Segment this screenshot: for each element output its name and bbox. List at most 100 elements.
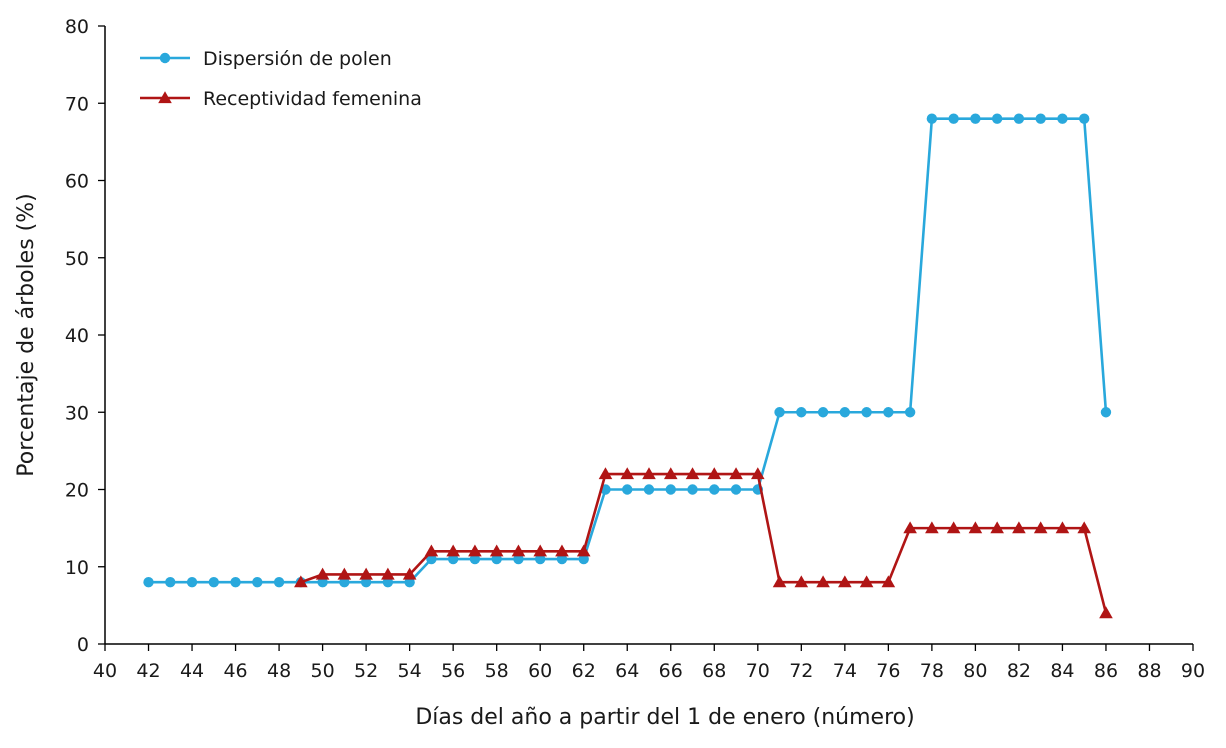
data-point <box>991 113 1003 124</box>
y-tick-label: 50 <box>65 248 89 270</box>
data-point <box>511 544 526 557</box>
data-point <box>556 553 568 565</box>
data-point <box>838 575 852 588</box>
data-point <box>469 553 481 565</box>
data-point <box>861 407 872 418</box>
legend-swatch-marker <box>158 91 172 104</box>
data-point <box>816 575 830 588</box>
data-point <box>642 467 656 480</box>
y-tick-label: 60 <box>65 171 89 193</box>
data-point <box>404 577 415 588</box>
data-point <box>751 467 765 480</box>
x-tick-label: 74 <box>833 660 857 682</box>
data-point <box>774 407 785 418</box>
data-point <box>796 407 807 418</box>
data-point <box>426 553 437 565</box>
series-layer <box>143 113 1113 619</box>
data-point <box>555 544 569 557</box>
data-point <box>620 467 635 480</box>
data-point <box>315 567 330 580</box>
y-tick-label: 80 <box>65 16 89 38</box>
data-point <box>360 577 372 588</box>
y-tick-label: 10 <box>65 557 89 579</box>
data-point <box>491 553 502 565</box>
y-tick-label: 30 <box>65 402 89 424</box>
data-point <box>468 544 482 557</box>
x-tick-label: 42 <box>136 660 160 682</box>
data-point <box>1057 113 1068 124</box>
data-point <box>1013 113 1025 124</box>
x-tick-label: 54 <box>398 660 422 682</box>
x-tick-label: 64 <box>615 660 639 682</box>
data-point <box>1035 113 1046 124</box>
data-point <box>337 567 352 580</box>
data-point <box>273 577 285 588</box>
x-tick-label: 58 <box>485 660 509 682</box>
x-tick-label: 40 <box>93 660 117 682</box>
data-point <box>904 407 916 418</box>
data-point <box>968 521 983 534</box>
data-point <box>513 553 524 565</box>
data-point <box>447 553 459 565</box>
data-point <box>208 577 219 588</box>
x-tick-label: 60 <box>528 660 552 682</box>
legend-item-2: Receptividad femenina <box>140 88 422 110</box>
x-tick-label: 68 <box>702 660 726 682</box>
legend-item-1: Dispersión de polen <box>140 48 392 70</box>
x-tick-label: 80 <box>963 660 987 682</box>
data-point <box>772 575 787 588</box>
data-point <box>382 577 394 588</box>
legend: Dispersión de polen Receptividad femenina <box>140 48 422 110</box>
data-point <box>926 113 938 124</box>
data-point <box>1012 521 1026 534</box>
x-tick-label: 56 <box>441 660 465 682</box>
x-tick-label: 48 <box>267 660 291 682</box>
data-point <box>143 577 154 588</box>
data-point <box>1033 521 1048 534</box>
data-point <box>1079 113 1090 124</box>
series-1 <box>143 113 1112 588</box>
x-tick-label: 76 <box>876 660 900 682</box>
data-point <box>883 407 894 418</box>
x-tick-label: 66 <box>659 660 683 682</box>
data-point <box>643 484 655 495</box>
x-tick-label: 44 <box>180 660 204 682</box>
data-point <box>424 544 439 557</box>
data-point <box>533 544 547 557</box>
data-point <box>665 484 676 495</box>
data-point <box>709 484 720 495</box>
data-point <box>685 467 700 480</box>
data-point <box>881 575 896 588</box>
data-point <box>339 577 350 588</box>
data-point <box>1099 606 1113 619</box>
x-tick-label: 82 <box>1007 660 1031 682</box>
data-point <box>576 544 591 557</box>
data-point <box>970 113 981 124</box>
x-tick-label: 70 <box>746 660 770 682</box>
x-tick-label: 84 <box>1050 660 1074 682</box>
data-point <box>186 577 198 588</box>
data-point <box>817 407 829 418</box>
x-tick-label: 86 <box>1094 660 1118 682</box>
data-point <box>1077 521 1091 534</box>
y-tick-label: 20 <box>65 480 89 502</box>
data-point <box>317 577 328 588</box>
data-point <box>946 521 961 534</box>
data-point <box>903 521 917 534</box>
x-tick-label: 62 <box>572 660 596 682</box>
data-point <box>230 577 241 588</box>
y-tick-label: 0 <box>77 634 89 656</box>
data-point <box>948 113 959 124</box>
data-point <box>489 544 504 557</box>
data-point <box>622 484 633 495</box>
data-point <box>839 407 851 418</box>
data-point <box>729 467 743 480</box>
series-2 <box>294 467 1113 619</box>
series-line <box>300 472 1108 614</box>
data-point <box>578 553 589 565</box>
axes: 40 42 44 46 48 50 52 54 56 58 60 62 64 66 68 70 72 74 76 78… <box>65 16 1205 682</box>
data-point <box>165 577 176 588</box>
data-point <box>535 553 546 565</box>
